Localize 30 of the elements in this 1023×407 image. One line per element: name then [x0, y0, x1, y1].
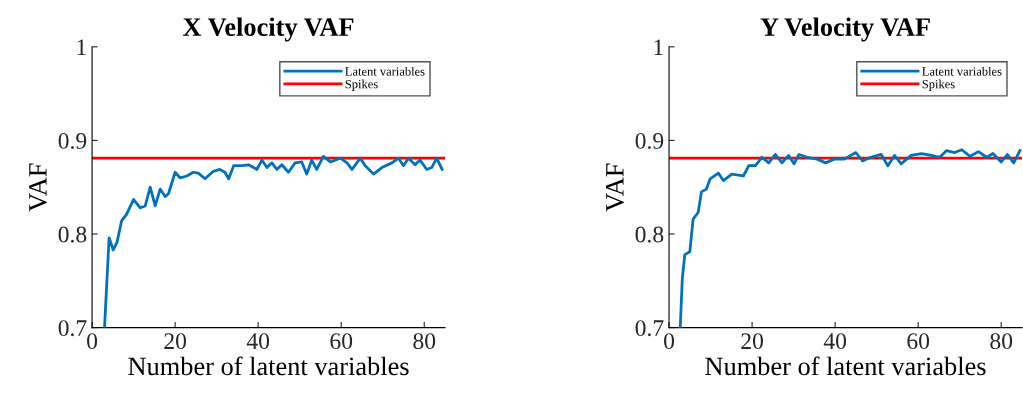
- y-tick-label: 0.8: [58, 226, 87, 243]
- y-tick-label: 0.7: [635, 320, 664, 337]
- line-series: [678, 148, 1022, 328]
- x-tick-label: 80: [990, 333, 1013, 350]
- x-tick-label: 60: [330, 333, 353, 350]
- legend-label: Latent variables: [922, 66, 1002, 76]
- y-tick-label: 0.9: [635, 132, 664, 149]
- x-tick-label: 80: [413, 333, 436, 350]
- x-tick-label: 40: [823, 333, 847, 350]
- x-tick-label: 0: [664, 333, 675, 350]
- y-tick-label: 0.9: [58, 132, 87, 149]
- y-axis-title: VAF: [606, 163, 624, 212]
- x-tick-label: 20: [164, 333, 187, 350]
- x-tick-label: 60: [907, 333, 930, 350]
- legend-label: Latent variables: [345, 66, 425, 76]
- y-tick-label: 0.7: [58, 320, 87, 337]
- x-tick-label: 40: [246, 333, 270, 350]
- chart-title: Y Velocity VAF: [760, 17, 930, 42]
- x-axis-title: Number of latent variables: [705, 356, 986, 376]
- legend-label: Spikes: [922, 79, 955, 91]
- y-tick-label: 0.8: [635, 226, 664, 243]
- x-axis-title: Number of latent variables: [128, 356, 409, 376]
- x-tick-label: 20: [741, 333, 763, 350]
- chart-title: X Velocity VAF: [182, 17, 354, 42]
- y-axis-title: VAF: [29, 163, 47, 212]
- line-series: [103, 154, 444, 328]
- legend-label: Spikes: [345, 79, 378, 91]
- y-tick-label: 1: [654, 39, 663, 55]
- x-tick-label: 0: [87, 333, 98, 350]
- y-tick-label: 1: [77, 39, 86, 55]
